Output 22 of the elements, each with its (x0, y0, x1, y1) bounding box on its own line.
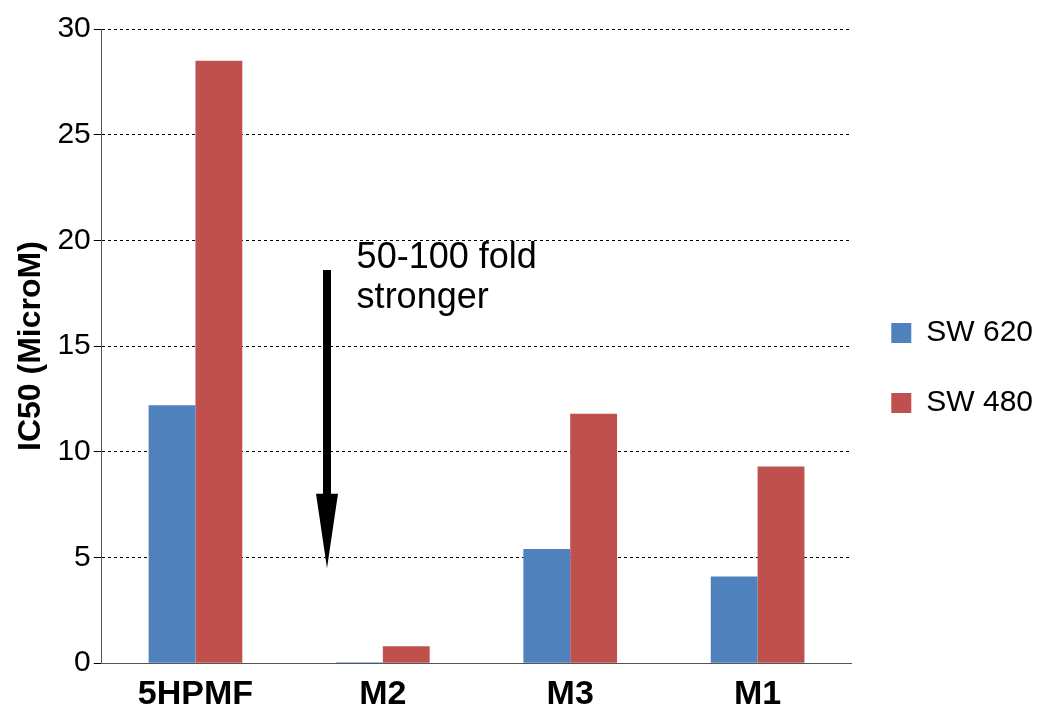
y-tick-label: 20 (57, 221, 91, 255)
y-tick-label: 5 (74, 538, 91, 572)
bar (710, 576, 758, 663)
bar (382, 646, 430, 663)
y-tick-label: 10 (57, 433, 91, 467)
x-tick-label: M2 (359, 672, 407, 711)
bar (570, 413, 618, 663)
y-tick-label: 0 (74, 644, 91, 678)
bar (757, 466, 805, 663)
y-tick-label: 25 (57, 115, 91, 149)
annotation: 50-100 fold stronger (356, 234, 537, 316)
bar (195, 60, 243, 663)
y-axis-title: IC50 (MicroM) (11, 241, 48, 451)
bar (148, 405, 196, 663)
legend-label: SW 620 (926, 314, 1033, 348)
y-tick-label: 15 (57, 327, 91, 361)
x-tick-label: 5HPMF (137, 672, 254, 711)
x-tick-label: M1 (733, 672, 782, 711)
legend-label: SW 480 (926, 384, 1033, 418)
bar (523, 549, 571, 663)
y-tick-label: 30 (57, 10, 91, 44)
x-tick-label: M3 (546, 672, 594, 711)
